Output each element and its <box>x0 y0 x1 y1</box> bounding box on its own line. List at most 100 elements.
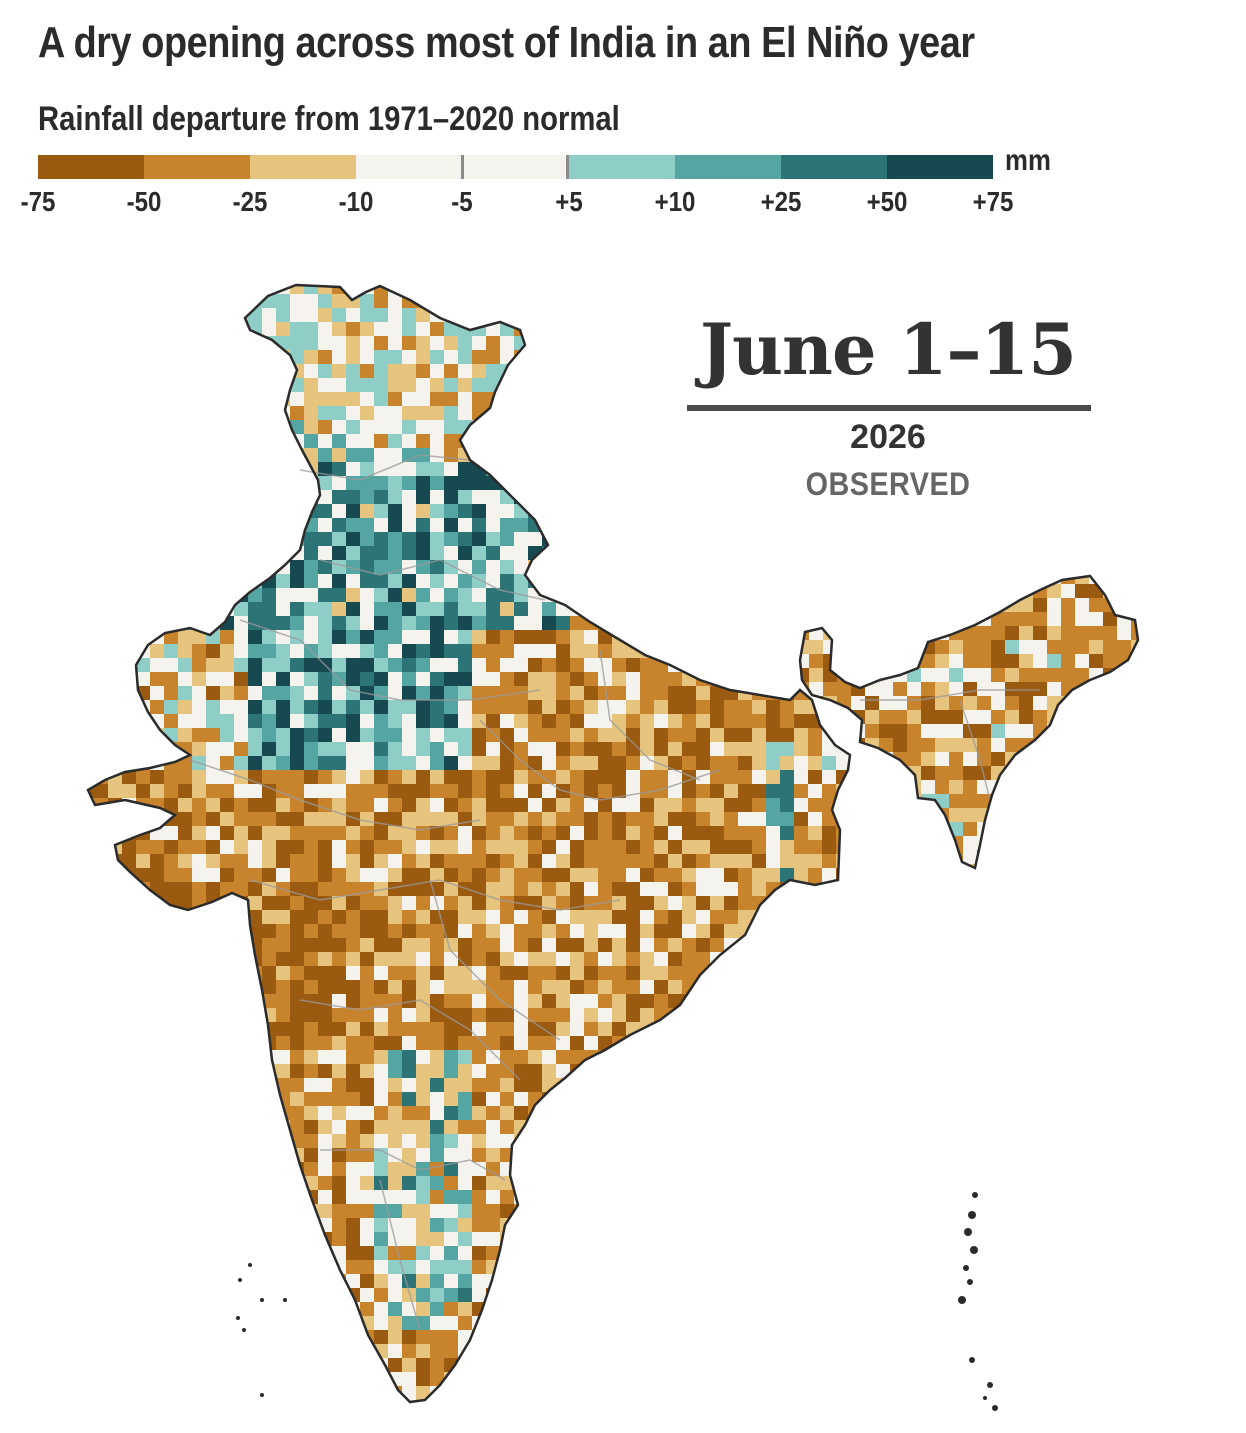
grid-cell <box>276 756 291 771</box>
grid-cell <box>766 518 781 533</box>
grid-cell <box>738 1204 753 1219</box>
grid-cell <box>374 826 389 841</box>
grid-cell <box>528 994 543 1009</box>
grid-cell <box>865 570 880 585</box>
grid-cell <box>220 630 235 645</box>
grid-cell <box>809 668 824 683</box>
grid-cell <box>220 350 235 365</box>
grid-cell <box>738 1260 753 1275</box>
grid-cell <box>332 686 347 701</box>
grid-cell <box>108 882 123 897</box>
grid-cell <box>388 476 403 491</box>
grid-cell <box>304 882 319 897</box>
grid-cell <box>836 1330 851 1345</box>
grid-cell <box>122 1134 137 1149</box>
grid-cell <box>276 980 291 995</box>
grid-cell <box>388 938 403 953</box>
grid-cell <box>822 616 837 631</box>
grid-cell <box>276 644 291 659</box>
grid-cell <box>963 766 978 781</box>
grid-cell <box>388 504 403 519</box>
grid-cell <box>108 896 123 911</box>
grid-cell <box>640 1008 655 1023</box>
grid-cell <box>234 1288 249 1303</box>
grid-cell <box>500 756 515 771</box>
grid-cell <box>388 798 403 813</box>
grid-cell <box>850 1036 865 1051</box>
grid-cell <box>262 714 277 729</box>
grid-cell <box>108 392 123 407</box>
grid-cell <box>276 938 291 953</box>
grid-cell <box>80 532 95 547</box>
grid-cell <box>949 794 964 809</box>
grid-cell <box>724 574 739 589</box>
grid-cell <box>1089 724 1104 739</box>
grid-cell <box>822 1162 837 1177</box>
grid-cell <box>290 1344 305 1359</box>
grid-cell <box>542 308 557 323</box>
grid-cell <box>80 980 95 995</box>
grid-cell <box>122 1316 137 1331</box>
grid-cell <box>584 378 599 393</box>
grid-cell <box>640 1302 655 1317</box>
grid-cell <box>220 910 235 925</box>
grid-cell <box>304 420 319 435</box>
grid-cell <box>556 1134 571 1149</box>
grid-cell <box>542 462 557 477</box>
grid-cell <box>808 1078 823 1093</box>
grid-cell <box>178 392 193 407</box>
grid-cell <box>570 728 585 743</box>
grid-cell <box>80 406 95 421</box>
grid-cell <box>248 672 263 687</box>
legend-label: +10 <box>654 186 695 218</box>
grid-cell <box>1061 710 1076 725</box>
grid-cell <box>795 584 810 599</box>
grid-cell <box>935 780 950 795</box>
grid-cell <box>752 1344 767 1359</box>
grid-cell <box>360 490 375 505</box>
grid-cell <box>570 336 585 351</box>
grid-cell <box>598 1400 613 1415</box>
grid-cell <box>696 756 711 771</box>
grid-cell <box>556 1008 571 1023</box>
grid-cell <box>640 1400 655 1415</box>
grid-cell <box>991 640 1006 655</box>
grid-cell <box>346 1316 361 1331</box>
grid-cell <box>612 420 627 435</box>
grid-cell <box>752 1358 767 1373</box>
grid-cell <box>178 672 193 687</box>
grid-cell <box>542 882 557 897</box>
grid-cell <box>388 1036 403 1051</box>
grid-cell <box>500 1260 515 1275</box>
grid-cell <box>206 504 221 519</box>
grid-cell <box>290 840 305 855</box>
grid-cell <box>556 308 571 323</box>
grid-cell <box>248 1078 263 1093</box>
grid-cell <box>682 602 697 617</box>
grid-cell <box>822 1036 837 1051</box>
grid-cell <box>80 1246 95 1261</box>
grid-cell <box>780 602 795 617</box>
grid-cell <box>122 714 137 729</box>
grid-cell <box>640 980 655 995</box>
grid-cell <box>794 588 809 603</box>
grid-cell <box>738 784 753 799</box>
grid-cell <box>738 616 753 631</box>
grid-cell <box>724 994 739 1009</box>
grid-cell <box>570 378 585 393</box>
grid-cell <box>640 308 655 323</box>
grid-cell <box>710 1134 725 1149</box>
grid-cell <box>472 280 487 295</box>
grid-cell <box>850 658 865 673</box>
grid-cell <box>220 1162 235 1177</box>
grid-cell <box>430 812 445 827</box>
grid-cell <box>668 532 683 547</box>
grid-cell <box>1089 710 1104 725</box>
grid-cell <box>192 714 207 729</box>
grid-cell <box>1061 724 1076 739</box>
grid-cell <box>612 658 627 673</box>
grid-cell <box>822 910 837 925</box>
grid-cell <box>696 1148 711 1163</box>
grid-cell <box>374 1260 389 1275</box>
grid-cell <box>1033 626 1048 641</box>
